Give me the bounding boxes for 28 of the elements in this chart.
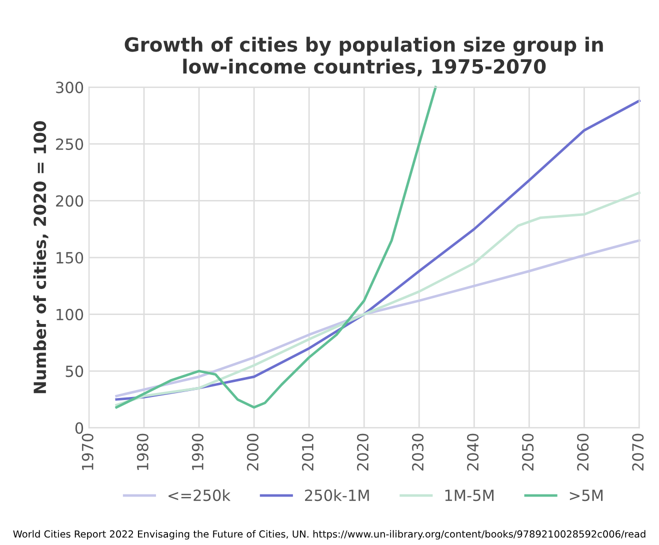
line-series: [115, 192, 640, 406]
legend-label: 250k-1M: [305, 489, 369, 502]
y-tick-label: 150: [56, 252, 84, 264]
x-tick-label: 2060: [577, 434, 589, 470]
x-tick-label: 2020: [356, 434, 369, 470]
x-tick-label: 1970: [82, 434, 94, 470]
x-tick-label: 2070: [632, 434, 644, 470]
y-tick-label: 300: [56, 82, 84, 94]
y-tick-label: 50: [66, 366, 84, 378]
y-tick-label: 250: [56, 138, 84, 150]
x-tick-label: 1980: [136, 434, 148, 470]
legend-label: >5M: [570, 490, 603, 502]
x-tick-label: 2040: [467, 434, 479, 470]
y-tick-label: 200: [56, 195, 84, 207]
legend-label: 1M-5M: [445, 490, 494, 502]
y-tick-label: 100: [56, 308, 84, 320]
x-tick-label: 2010: [302, 434, 314, 470]
chart-title: Growth of cities by population size group in low-income countries, 1975-2070: [124, 36, 603, 76]
text: World Cities Report 2022 Envisaging the Future of Cities, UN. https://www.un-ilibrary.org/content/books/9789210028592c006/read: [13, 530, 646, 540]
legend-label: <=250k: [168, 489, 231, 502]
x-tick-label: 2000: [246, 434, 258, 470]
x-tick-label: 1990: [192, 434, 204, 470]
y-axis-title: Number of cities, 2020 = 100: [33, 121, 48, 394]
x-tick-label: 2050: [522, 434, 534, 470]
x-tick-label: 2030: [412, 434, 424, 470]
line-series: [115, 86, 437, 409]
y-tick-label: 0: [75, 422, 84, 434]
line-series: [115, 239, 640, 398]
